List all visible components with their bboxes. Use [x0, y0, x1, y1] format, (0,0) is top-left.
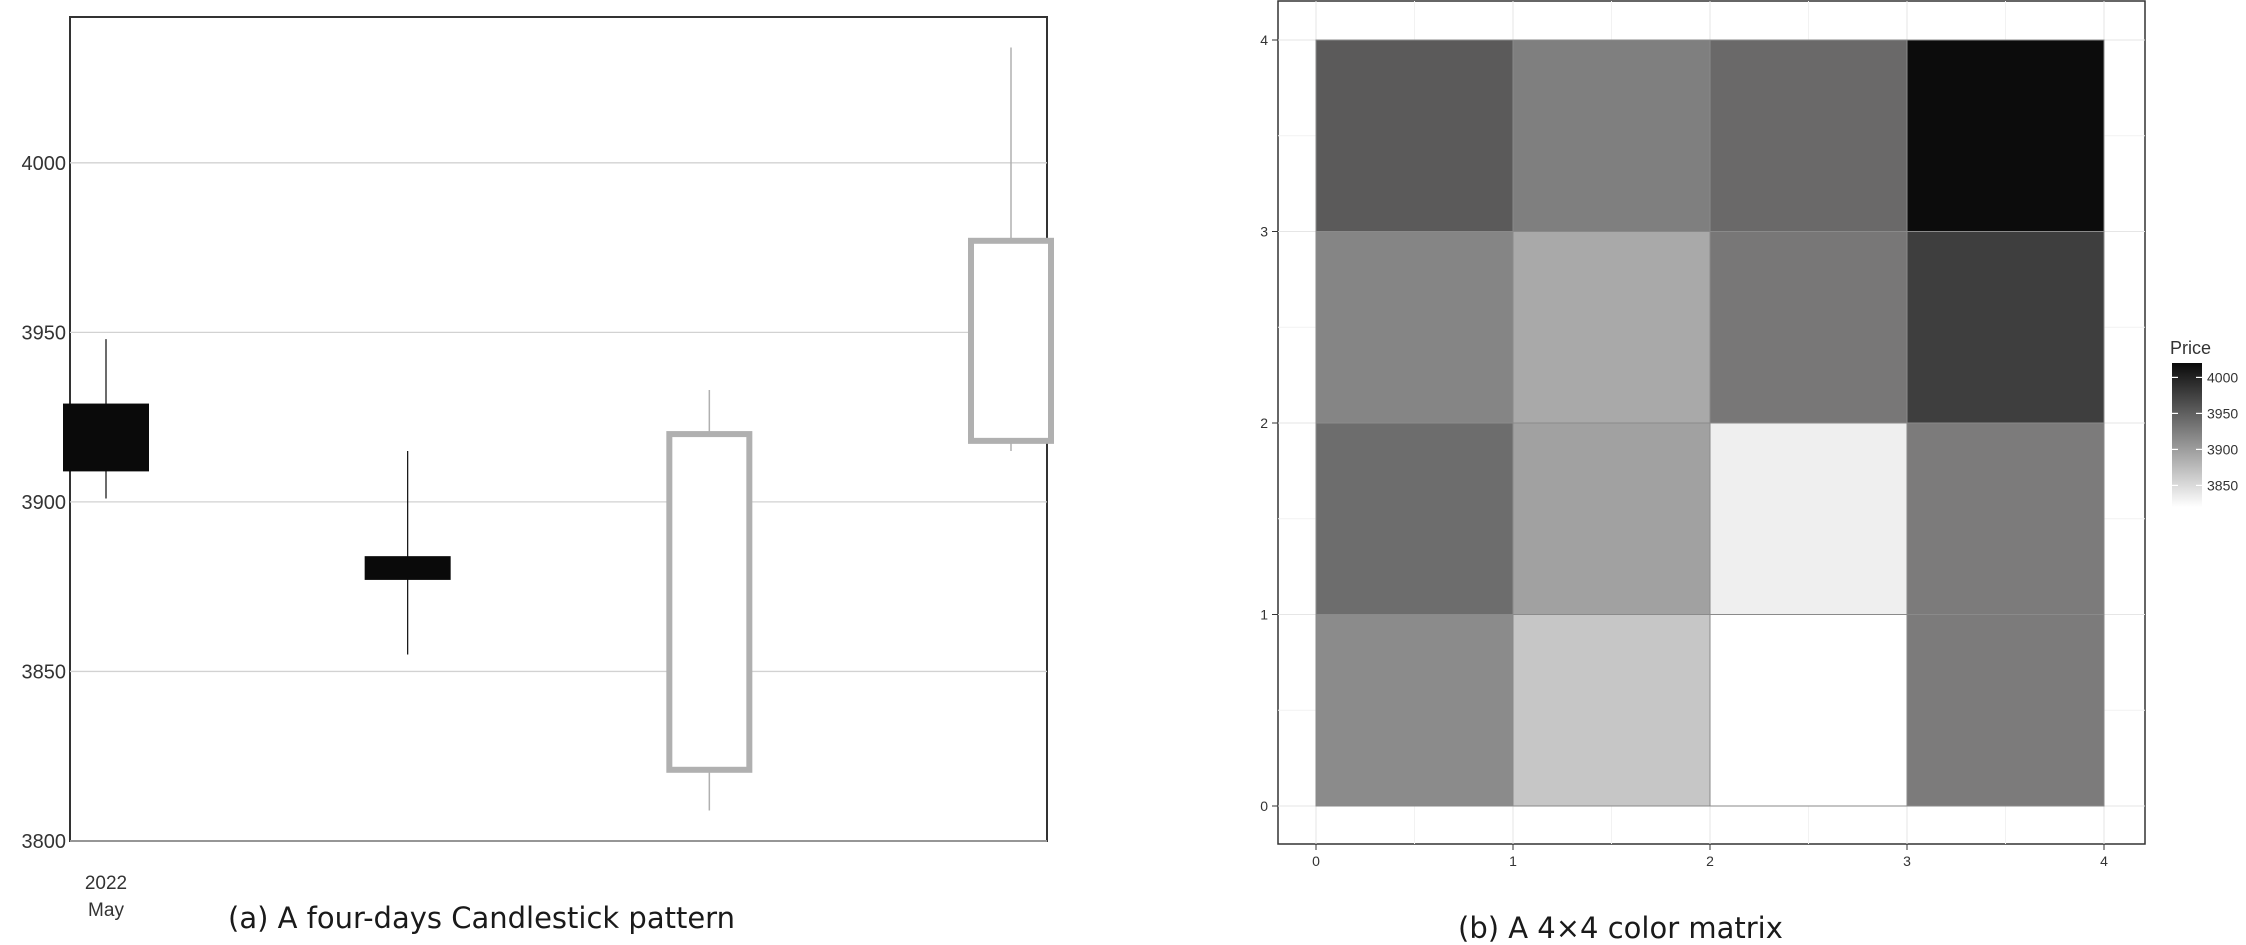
candle-body [63, 403, 149, 472]
candle-day-1 [63, 339, 149, 499]
heatmap-y-tick-labels: 0 1 2 3 4 [1260, 32, 1278, 814]
heatmap-cells [1315, 39, 2105, 807]
heatmap-legend-tick-label: 3950 [2207, 405, 2238, 421]
candle-body [364, 556, 451, 580]
candle-body [666, 431, 753, 773]
candle-day-4 [968, 47, 1054, 452]
heatmap-x-tick-label: 3 [1903, 853, 1911, 869]
heatmap-caption: (b) A 4×4 color matrix [1458, 911, 1783, 945]
candlestick-gridlines [70, 162, 1047, 842]
heatmap-y-tick-label: 2 [1260, 415, 1268, 431]
candlestick-y-tick-label: 3900 [22, 492, 67, 514]
heatmap-cell [1709, 422, 1908, 615]
heatmap-y-tick-label: 4 [1260, 32, 1268, 48]
heatmap-cell [1709, 614, 1908, 807]
heatmap-legend-tick-label: 3850 [2207, 477, 2238, 493]
heatmap-cell [1315, 422, 1514, 615]
candlestick-y-tick-label: 3800 [22, 831, 67, 853]
heatmap-y-tick-label: 3 [1260, 224, 1268, 240]
candle-day-2 [364, 451, 451, 655]
heatmap-legend: Price 4000 3950 3900 3850 [2170, 338, 2238, 507]
heatmap-panel: 0 1 2 3 4 0 1 2 3 4 Price 4000 3950 3900 3850 (b) A… [1260, 0, 2238, 945]
heatmap-cell [1906, 39, 2105, 232]
candlestick-y-tick-labels: 3800 3850 3900 3950 4000 [22, 153, 67, 853]
candlestick-plot-frame [69, 16, 1048, 842]
heatmap-x-tick-label: 4 [2100, 853, 2108, 869]
heatmap-legend-tick-label: 4000 [2207, 369, 2238, 385]
heatmap-cell [1315, 39, 1514, 232]
heatmap-cell [1512, 422, 1711, 615]
candlestick-panel: 3800 3850 3900 3950 4000 2022 May (a) A four… [22, 16, 1054, 935]
candlestick-y-tick-label: 3950 [22, 322, 67, 344]
heatmap-x-tick-label: 2 [1706, 853, 1714, 869]
heatmap-x-tick-labels: 0 1 2 3 4 [1312, 844, 2108, 869]
heatmap-y-tick-label: 0 [1260, 798, 1268, 814]
heatmap-legend-tick-label: 3900 [2207, 441, 2238, 457]
heatmap-legend-title: Price [2170, 338, 2211, 358]
heatmap-cell [1906, 422, 2105, 615]
heatmap-cell [1709, 231, 1908, 424]
heatmap-cell [1315, 231, 1514, 424]
heatmap-x-tick-label: 1 [1509, 853, 1517, 869]
heatmap-cell [1512, 39, 1711, 232]
heatmap-x-tick-label: 0 [1312, 853, 1320, 869]
heatmap-cell [1512, 614, 1711, 807]
candlestick-y-tick-label: 3850 [22, 661, 67, 683]
heatmap-cell [1315, 614, 1514, 807]
heatmap-cell [1906, 614, 2105, 807]
heatmap-y-tick-label: 1 [1260, 607, 1268, 623]
candle-day-3 [666, 390, 753, 811]
heatmap-cell [1709, 39, 1908, 232]
candlestick-caption: (a) A four-days Candlestick pattern [228, 901, 735, 935]
heatmap-cell [1906, 231, 2105, 424]
heatmap-cell [1512, 231, 1711, 424]
heatmap-legend-colorbar [2172, 363, 2202, 507]
candlestick-series [63, 47, 1054, 811]
heatmap-legend-ticks: 4000 3950 3900 3850 [2172, 369, 2238, 493]
candlestick-y-tick-label: 4000 [22, 153, 67, 175]
candlestick-x-tick-label-year: 2022 [85, 873, 127, 894]
candlestick-x-tick-label-month: May [88, 900, 124, 921]
candle-body [968, 237, 1054, 444]
